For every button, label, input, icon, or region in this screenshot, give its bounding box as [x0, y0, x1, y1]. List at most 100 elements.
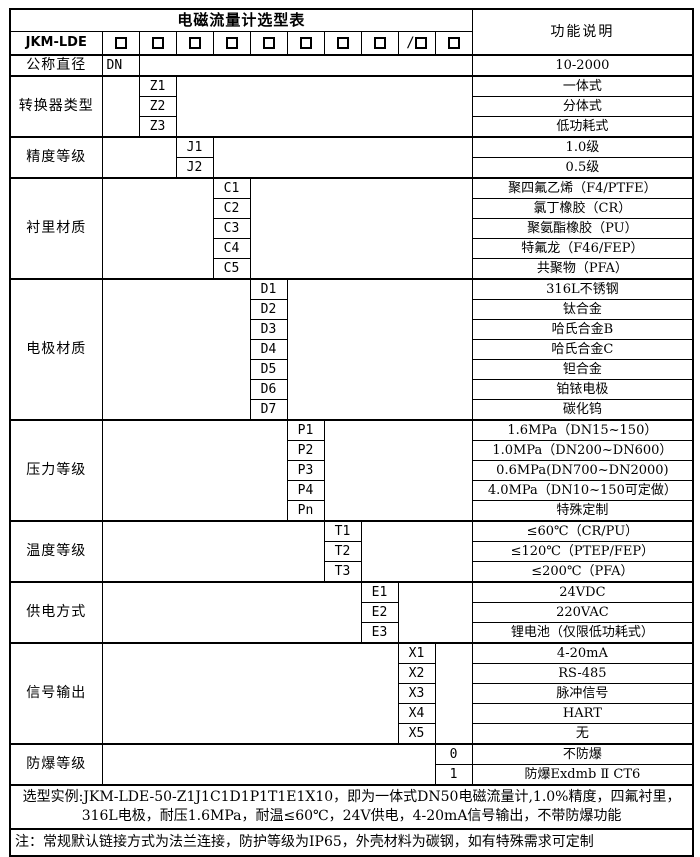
desc-cell: 1.0MPa（DN200~DN600） [471, 440, 694, 461]
spacer-cell [323, 419, 473, 522]
code-cell: DN [101, 54, 140, 77]
spacer-cell [101, 75, 140, 138]
desc-cell: 哈氏合金B [471, 319, 694, 340]
checkbox-icon [414, 37, 427, 49]
code-cell: 1 [434, 764, 473, 786]
desc-cell: 分体式 [471, 96, 694, 117]
model-code-label: JKM-LDE [9, 31, 103, 56]
code-cell: P2 [286, 440, 325, 461]
desc-cell: 锂电池（仅限低功耗式） [471, 622, 694, 644]
code-cell: D6 [249, 379, 288, 400]
code-cell: Z3 [138, 116, 177, 138]
table-title: 电磁流量计选型表 [9, 8, 473, 32]
desc-cell: 钛合金 [471, 299, 694, 320]
code-cell: C5 [212, 258, 251, 280]
model-checkbox-cell [286, 31, 325, 56]
model-checkbox-cell [360, 31, 399, 56]
model-checkbox-cell [323, 31, 362, 56]
checkbox-icon [447, 37, 460, 49]
note-text: 注：常规默认链接方式为法兰连接，防护等级为IP65，外壳材料为碳钢，如有特殊需求… [9, 828, 694, 857]
spacer-cell [286, 278, 473, 421]
spacer-cell [101, 520, 325, 583]
code-cell: P3 [286, 460, 325, 481]
group-label-explosion-proof: 防爆等级 [9, 743, 103, 786]
group-label-power-supply: 供电方式 [9, 581, 103, 644]
spacer-cell [101, 419, 288, 522]
spacer-cell [249, 177, 473, 280]
checkbox-icon [262, 37, 275, 49]
code-cell: X5 [397, 723, 436, 745]
model-checkbox-cell [249, 31, 288, 56]
code-cell: E2 [360, 602, 399, 623]
desc-cell: 不防爆 [471, 743, 694, 765]
code-cell: C2 [212, 198, 251, 219]
spacer-cell [101, 743, 436, 786]
code-cell: X4 [397, 703, 436, 724]
model-checkbox-cell [138, 31, 177, 56]
code-cell: T3 [323, 561, 362, 583]
code-cell: D2 [249, 299, 288, 320]
desc-cell: RS-485 [471, 663, 694, 684]
desc-cell: ≤60℃（CR/PU） [471, 520, 694, 542]
code-cell: Z1 [138, 75, 177, 97]
group-label-accuracy-grade: 精度等级 [9, 136, 103, 179]
model-checkbox-cell: / [397, 31, 436, 56]
code-cell: P1 [286, 419, 325, 441]
code-cell: X3 [397, 683, 436, 704]
code-cell: P4 [286, 480, 325, 501]
spacer-cell [138, 54, 473, 77]
desc-cell: 220VAC [471, 602, 694, 623]
code-cell: J1 [175, 136, 214, 158]
group-label-signal-output: 信号输出 [9, 642, 103, 745]
code-cell: Pn [286, 500, 325, 522]
code-cell: C1 [212, 177, 251, 199]
spacer-cell [397, 581, 473, 644]
group-label-electrode-material: 电极材质 [9, 278, 103, 421]
desc-cell: 共聚物（PFA） [471, 258, 694, 280]
desc-cell: 钽合金 [471, 359, 694, 380]
code-cell: D7 [249, 399, 288, 421]
desc-cell: ≤200℃（PFA） [471, 561, 694, 583]
spacer-cell [101, 581, 362, 644]
group-label-pressure-rating: 压力等级 [9, 419, 103, 522]
code-cell: E1 [360, 581, 399, 603]
code-cell: X2 [397, 663, 436, 684]
desc-cell: 10-2000 [471, 54, 694, 77]
desc-cell: 无 [471, 723, 694, 745]
desc-cell: 4-20mA [471, 642, 694, 664]
model-checkbox-cell [175, 31, 214, 56]
checkbox-icon [299, 37, 312, 49]
selection-table: 电磁流量计选型表 功能说明 JKM-LDE / 公称直径 DN 10-2000 … [9, 8, 695, 857]
desc-cell: 哈氏合金C [471, 339, 694, 360]
desc-cell: 脉冲信号 [471, 683, 694, 704]
desc-cell: 防爆Exdmb Ⅱ CT6 [471, 764, 694, 786]
checkbox-icon [336, 37, 349, 49]
group-label-lining-material: 衬里材质 [9, 177, 103, 280]
desc-cell: 聚四氟乙烯（F4/PTFE） [471, 177, 694, 199]
spacer-cell [360, 520, 473, 583]
code-cell: T2 [323, 541, 362, 562]
spacer-cell [101, 136, 177, 179]
checkbox-icon [151, 37, 164, 49]
code-cell: D3 [249, 319, 288, 340]
code-cell: 0 [434, 743, 473, 765]
desc-cell: ≤120℃（PTEP/FEP） [471, 541, 694, 562]
code-cell: T1 [323, 520, 362, 542]
checkbox-prefix: / [406, 34, 415, 51]
spacer-cell [212, 136, 473, 179]
desc-cell: 特氟龙（F46/FEP） [471, 238, 694, 259]
checkbox-icon [225, 37, 238, 49]
group-label-converter-type: 转换器类型 [9, 75, 103, 138]
code-cell: C3 [212, 218, 251, 239]
desc-cell: 氯丁橡胶（CR） [471, 198, 694, 219]
checkbox-icon [188, 37, 201, 49]
desc-cell: 碳化钨 [471, 399, 694, 421]
desc-cell: 24VDC [471, 581, 694, 603]
function-header: 功能说明 [471, 8, 694, 56]
desc-cell: 1.0级 [471, 136, 694, 158]
desc-cell: 1.6MPa（DN15~150） [471, 419, 694, 441]
group-label-nominal-diameter: 公称直径 [9, 54, 103, 77]
group-label-temperature-rating: 温度等级 [9, 520, 103, 583]
code-cell: C4 [212, 238, 251, 259]
